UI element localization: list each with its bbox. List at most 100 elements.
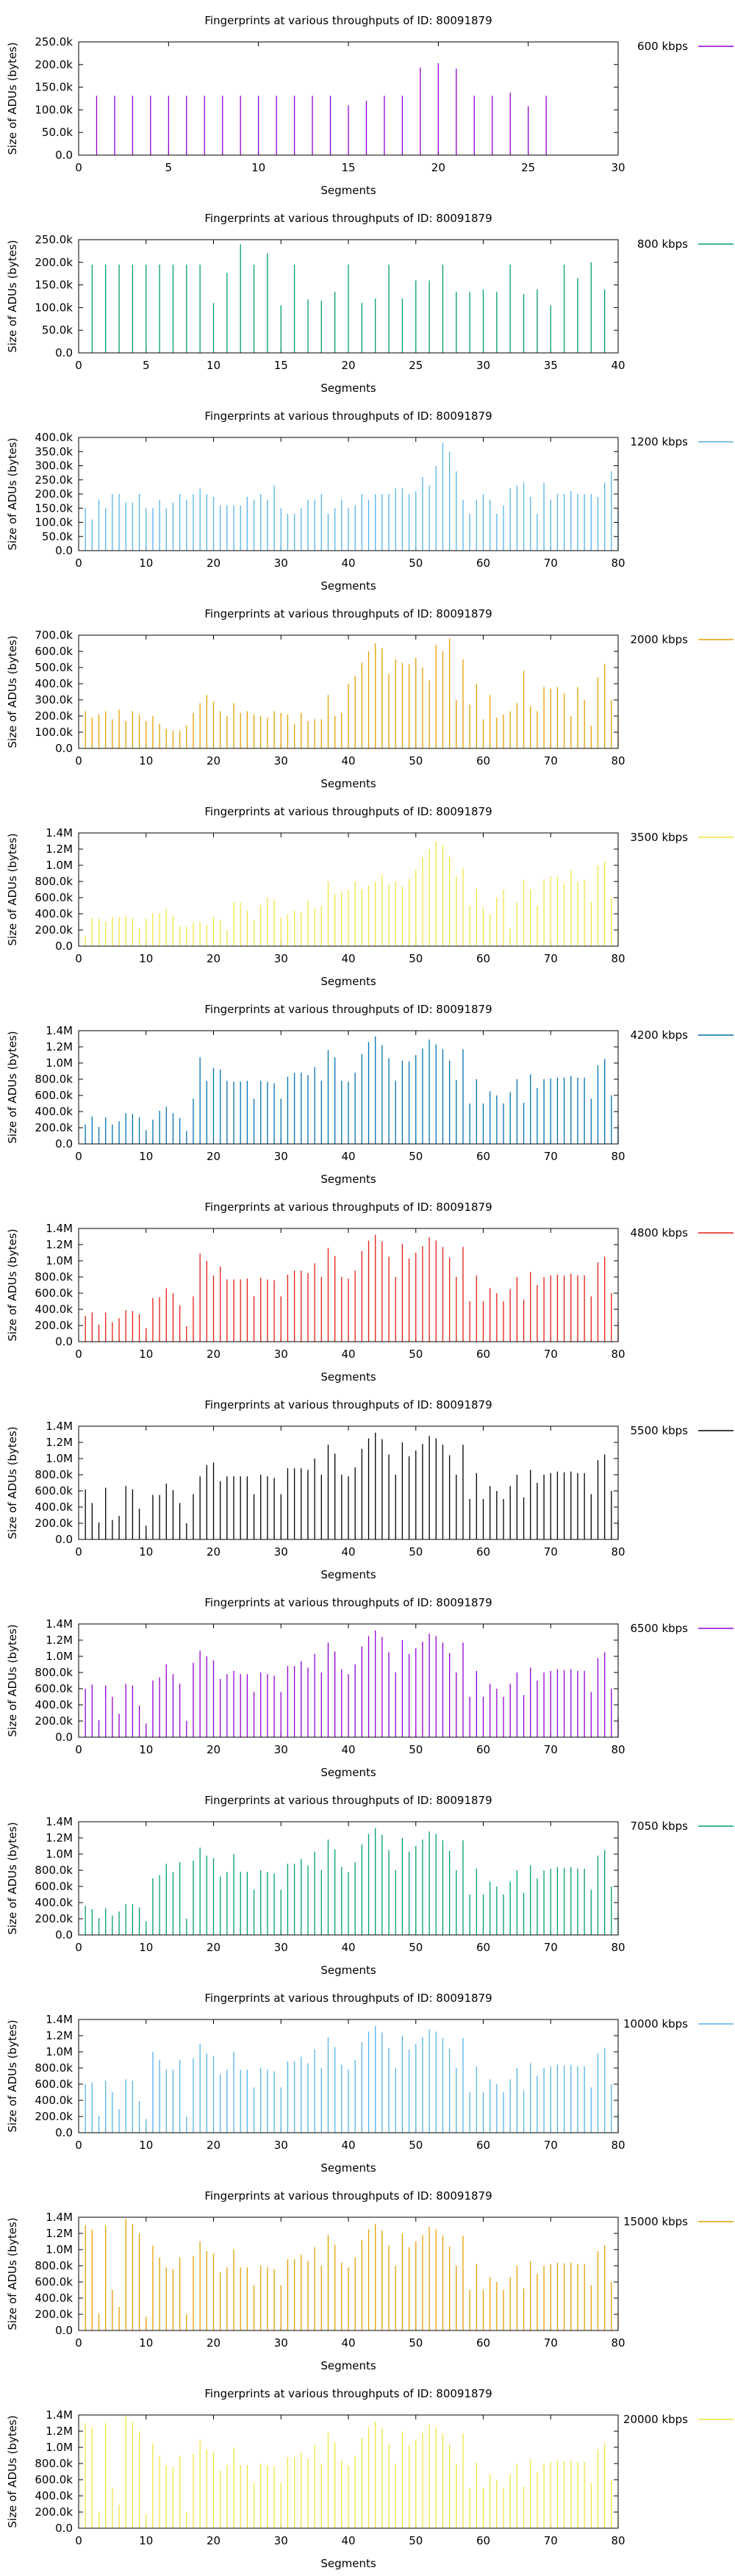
y-tick-label: 1.0M [46,859,73,872]
legend-label: 15000 kbps [623,2215,688,2228]
y-tick-label: 600.0k [35,2275,73,2289]
plot-frame [78,1030,619,1145]
legend-label: 600 kbps [637,40,688,53]
y-tick-label: 200.0k [35,1319,73,1332]
x-tick-label: 0 [75,754,82,768]
y-tick-label: 600.0k [35,1880,73,1893]
x-tick-label: 40 [341,1743,355,1756]
x-axis-label: Segments [320,382,376,395]
y-axis-label: Size of ADUs (bytes) [6,1624,19,1736]
x-tick-label: 40 [341,1941,355,1954]
chart-title: Fingerprints at various throughputs of I… [204,805,492,818]
plot-frame [78,1623,619,1738]
x-tick-label: 80 [611,1150,625,1163]
chart-panel: Fingerprints at various throughputs of I… [6,14,734,197]
x-axis-label: Segments [320,1766,376,1779]
x-tick-label: 30 [274,1150,288,1163]
y-tick-label: 0.0 [55,1928,73,1942]
chart-panel: Fingerprints at various throughputs of I… [6,212,734,395]
y-tick-label: 800.0k [35,875,73,888]
x-tick-label: 70 [544,2139,558,2152]
x-tick-label: 0 [75,1743,82,1756]
legend-label: 3500 kbps [631,831,689,844]
x-tick-label: 0 [75,952,82,965]
chart-panel: Fingerprints at various throughputs of I… [6,1596,734,1779]
legend-label: 1200 kbps [631,435,689,448]
x-tick-label: 70 [544,952,558,965]
y-tick-label: 500.0k [35,661,73,674]
y-tick-label: 1.0M [46,1650,73,1663]
x-tick-label: 50 [409,1941,423,1954]
x-tick-label: 20 [207,1545,220,1559]
x-axis-label: Segments [320,1370,376,1384]
x-tick-label: 20 [207,754,220,768]
x-axis-label: Segments [320,1173,376,1186]
y-tick-label: 400.0k [35,2094,73,2107]
plot-frame [78,2414,619,2529]
x-tick-label: 40 [341,2139,355,2152]
y-tick-label: 600.0k [35,1682,73,1695]
x-tick-label: 70 [544,2534,558,2547]
y-tick-label: 200.0k [35,487,73,501]
y-tick-label: 300.0k [35,459,73,473]
y-tick-label: 0.0 [55,2324,73,2337]
y-tick-label: 1.2M [46,1040,73,1053]
x-tick-label: 25 [521,161,535,174]
y-tick-label: 50.0k [42,323,73,337]
y-tick-label: 200.0k [35,1517,73,1530]
x-tick-label: 0 [75,359,82,372]
y-tick-label: 100.0k [35,516,73,529]
y-tick-label: 350.0k [35,445,73,458]
chart-title: Fingerprints at various throughputs of I… [204,1398,492,1412]
x-tick-label: 10 [139,557,153,570]
chart-panel: Fingerprints at various throughputs of I… [6,409,734,593]
x-tick-label: 60 [476,754,490,768]
chart-title: Fingerprints at various throughputs of I… [204,2387,492,2400]
legend-label: 800 kbps [637,237,688,251]
x-axis-label: Segments [320,2557,376,2570]
y-tick-label: 400.0k [35,1500,73,1514]
chart-panel: Fingerprints at various throughputs of I… [6,2189,734,2372]
chart-panel: Fingerprints at various throughputs of I… [6,2387,734,2570]
x-tick-label: 15 [274,359,288,372]
x-axis-label: Segments [320,2359,376,2372]
y-tick-label: 1.0M [46,1056,73,1070]
y-tick-label: 200.0k [35,1912,73,1925]
y-axis-label: Size of ADUs (bytes) [6,2415,19,2527]
x-tick-label: 10 [139,2336,153,2350]
x-tick-label: 0 [75,557,82,570]
y-axis-label: Size of ADUs (bytes) [6,1426,19,1539]
x-axis-label: Segments [320,2161,376,2175]
x-axis-label: Segments [320,579,376,593]
legend-label: 20000 kbps [623,2413,688,2426]
chart-panel: Fingerprints at various throughputs of I… [6,805,734,988]
x-tick-label: 80 [611,1743,625,1756]
y-tick-label: 600.0k [35,1287,73,1300]
x-tick-label: 60 [476,1941,490,1954]
y-tick-label: 0.0 [55,2522,73,2535]
y-tick-label: 800.0k [35,1073,73,1086]
y-tick-label: 100.0k [35,301,73,314]
chart-panel: Fingerprints at various throughputs of I… [6,1992,734,2175]
x-tick-label: 0 [75,1348,82,1361]
y-tick-label: 1.2M [46,1831,73,1845]
x-tick-label: 25 [409,359,423,372]
y-tick-label: 200.0k [35,1714,73,1728]
y-tick-label: 600.0k [35,1484,73,1498]
x-tick-label: 80 [611,754,625,768]
x-tick-label: 20 [207,1150,220,1163]
x-tick-label: 80 [611,952,625,965]
legend-label: 6500 kbps [631,1622,689,1635]
plot-frame [78,832,619,947]
x-tick-label: 10 [207,359,220,372]
x-tick-label: 20 [207,2336,220,2350]
x-tick-label: 60 [476,1150,490,1163]
y-tick-label: 800.0k [35,2457,73,2470]
x-tick-label: 60 [476,557,490,570]
y-axis-label: Size of ADUs (bytes) [6,437,19,550]
x-tick-label: 30 [274,754,288,768]
y-tick-label: 0.0 [55,1533,73,1546]
x-tick-label: 50 [409,754,423,768]
chart-panel: Fingerprints at various throughputs of I… [6,1201,734,1384]
